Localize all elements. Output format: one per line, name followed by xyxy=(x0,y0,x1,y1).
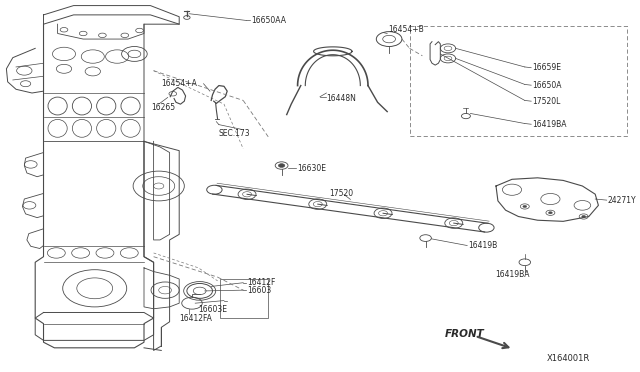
Circle shape xyxy=(523,205,527,208)
Text: 16419BA: 16419BA xyxy=(532,120,567,129)
Text: 16650A: 16650A xyxy=(532,81,562,90)
Text: 16454+A: 16454+A xyxy=(161,79,197,88)
Text: 16603: 16603 xyxy=(248,286,272,295)
Text: 16419B: 16419B xyxy=(468,241,498,250)
Circle shape xyxy=(548,212,552,214)
Text: 16412FA: 16412FA xyxy=(179,314,212,323)
Text: 16659E: 16659E xyxy=(532,63,561,72)
Text: 16412F: 16412F xyxy=(248,278,276,287)
Text: 16603E: 16603E xyxy=(198,305,227,314)
Text: 16419BA: 16419BA xyxy=(495,270,529,279)
Text: 17520: 17520 xyxy=(329,189,353,198)
Text: 16448N: 16448N xyxy=(326,94,356,103)
Text: X164001R: X164001R xyxy=(547,355,591,363)
Text: SEC.173: SEC.173 xyxy=(219,129,250,138)
Text: FRONT: FRONT xyxy=(445,329,484,339)
Text: 16454+B: 16454+B xyxy=(388,25,424,34)
Circle shape xyxy=(278,164,285,167)
Text: 24271Y: 24271Y xyxy=(608,196,637,205)
Text: 16265: 16265 xyxy=(151,103,175,112)
Text: 16650AA: 16650AA xyxy=(251,16,286,25)
Text: 16630E: 16630E xyxy=(297,164,326,173)
Text: 17520L: 17520L xyxy=(532,97,561,106)
Circle shape xyxy=(582,215,586,218)
